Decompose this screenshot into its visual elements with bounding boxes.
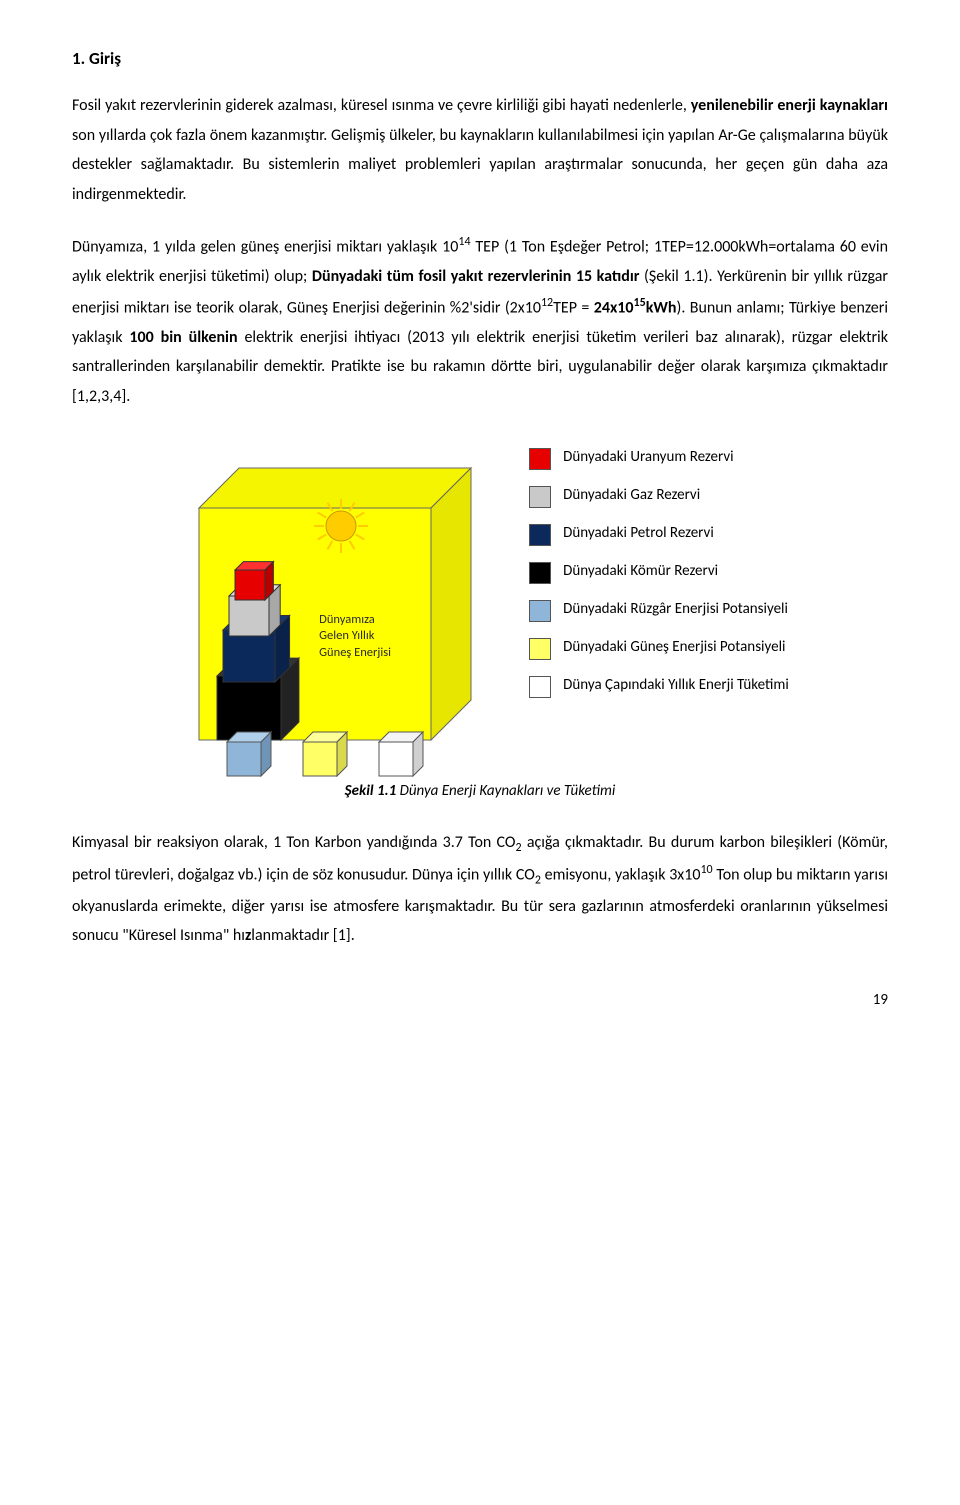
legend-row: Dünyadaki Uranyum Rezervi [529,448,789,470]
legend-swatch [529,562,551,584]
legend-row: Dünya Çapındaki Yıllık Enerji Tüketimi [529,676,789,698]
legend-label: Dünyadaki Rüzgâr Enerjisi Potansiyeli [563,600,788,620]
legend-swatch [529,524,551,546]
paragraph-3: Kimyasal bir reaksiyon olarak, 1 Ton Kar… [72,828,888,951]
legend-label: Dünyadaki Uranyum Rezervi [563,448,733,468]
legend-swatch [529,600,551,622]
legend-swatch [529,676,551,698]
legend-label: Dünyadaki Gaz Rezervi [563,486,700,506]
legend-swatch [529,638,551,660]
figure-legend: Dünyadaki Uranyum Rezervi Dünyadaki Gaz R… [529,442,789,698]
legend-label: Dünyadaki Kömür Rezervi [563,562,718,582]
legend-row: Dünyadaki Rüzgâr Enerjisi Potansiyeli [529,600,789,622]
legend-label: Dünya Çapındaki Yıllık Enerji Tüketimi [563,676,789,696]
cube-diagram: DünyamızaGelen YıllıkGüneş Enerjisi [171,442,501,772]
legend-swatch [529,448,551,470]
legend-row: Dünyadaki Gaz Rezervi [529,486,789,508]
paragraph-1: Fosil yakıt rezervlerinin giderek azalma… [72,91,888,209]
legend-label: Dünyadaki Petrol Rezervi [563,524,714,544]
legend-row: Dünyadaki Petrol Rezervi [529,524,789,546]
legend-row: Dünyadaki Güneş Enerjisi Potansiyeli [529,638,789,660]
paragraph-2: Dünyamıza, 1 yılda gelen güneş enerjisi … [72,231,888,411]
legend-swatch [529,486,551,508]
page-number: 19 [72,991,888,1009]
legend-label: Dünyadaki Güneş Enerjisi Potansiyeli [563,638,785,658]
figure-1-1: DünyamızaGelen YıllıkGüneş Enerjisi Düny… [72,442,888,772]
heading-intro: 1. Giriş [72,48,888,69]
legend-row: Dünyadaki Kömür Rezervi [529,562,789,584]
cube-label: DünyamızaGelen YıllıkGüneş Enerjisi [319,612,391,663]
